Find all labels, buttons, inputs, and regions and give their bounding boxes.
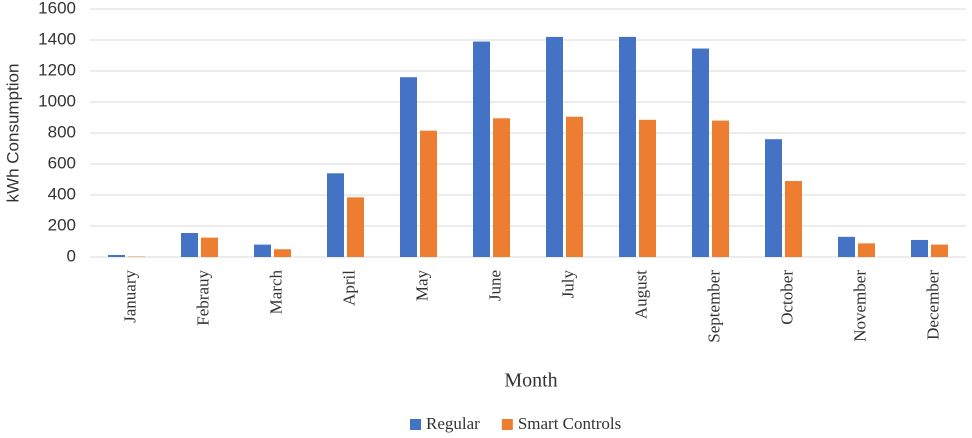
- bar: [254, 244, 271, 257]
- y-tick-label: 1400: [38, 29, 76, 48]
- x-tick-label: July: [558, 270, 577, 299]
- bar: [765, 139, 782, 257]
- bar: [327, 173, 344, 257]
- legend-label: Smart Controls: [518, 414, 621, 433]
- bar: [566, 116, 583, 257]
- bar: [274, 249, 291, 257]
- bar: [712, 120, 729, 257]
- y-tick-label: 1000: [38, 91, 76, 110]
- bar: [785, 181, 802, 257]
- y-tick-label: 400: [48, 184, 76, 203]
- bar: [201, 237, 218, 257]
- x-tick-label: December: [923, 270, 942, 340]
- bar: [400, 77, 417, 257]
- y-tick-label: 800: [48, 122, 76, 141]
- bar: [473, 41, 490, 257]
- bar: [420, 130, 437, 257]
- x-axis-title: Month: [504, 370, 557, 392]
- y-tick-label: 200: [48, 215, 76, 234]
- bar: [108, 254, 125, 257]
- y-axis-title: kWh Consumption: [3, 64, 22, 203]
- y-tick-label: 600: [48, 153, 76, 172]
- bar: [639, 119, 656, 257]
- y-tick-label: 1200: [38, 60, 76, 79]
- x-tick-label: March: [266, 270, 285, 315]
- x-tick-label: November: [850, 270, 869, 342]
- x-tick-label: May: [412, 270, 431, 302]
- legend-swatch: [410, 419, 421, 430]
- legend-label: Regular: [426, 414, 480, 433]
- x-tick-label: January: [120, 270, 139, 323]
- bar: [931, 244, 948, 257]
- bar: [858, 243, 875, 257]
- x-tick-label: June: [485, 270, 504, 301]
- x-tick-label: Febrauy: [193, 270, 212, 326]
- x-tick-label: September: [704, 270, 723, 343]
- x-tick-label: October: [777, 270, 796, 325]
- y-tick-label: 1600: [38, 0, 76, 17]
- bar: [838, 236, 855, 257]
- bar: [347, 197, 364, 257]
- x-tick-label: August: [631, 270, 650, 319]
- bar: [493, 118, 510, 258]
- bar: [181, 232, 198, 257]
- x-tick-label: April: [339, 270, 358, 306]
- bar: [692, 48, 709, 258]
- bar: [619, 36, 636, 258]
- bar: [911, 239, 928, 257]
- legend-swatch: [501, 419, 513, 430]
- bar: [546, 36, 563, 258]
- y-tick-label: 0: [67, 246, 76, 265]
